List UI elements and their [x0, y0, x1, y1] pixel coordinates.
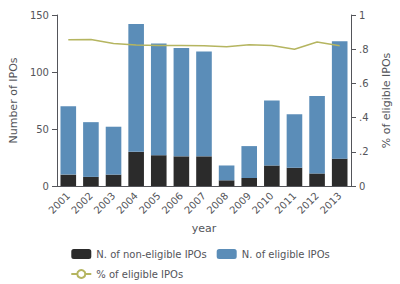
svg-text:N. of non-eligible IPOs: N. of non-eligible IPOs [96, 249, 206, 260]
svg-text:2013: 2013 [318, 190, 344, 216]
svg-text:.4: .4 [359, 112, 369, 123]
svg-text:Number of IPOs: Number of IPOs [7, 57, 20, 143]
svg-text:.6: .6 [359, 78, 369, 89]
svg-text:2004: 2004 [114, 190, 140, 216]
svg-text:2002: 2002 [69, 190, 95, 216]
svg-text:2010: 2010 [250, 190, 276, 216]
svg-text:0: 0 [43, 181, 49, 192]
svg-text:150: 150 [30, 10, 49, 21]
svg-text:2001: 2001 [46, 190, 72, 216]
svg-text:2007: 2007 [182, 190, 208, 216]
svg-text:% of eligible IPOs: % of eligible IPOs [380, 52, 393, 148]
svg-text:2006: 2006 [160, 190, 186, 216]
svg-text:100: 100 [30, 67, 49, 78]
svg-text:% of eligible IPOs: % of eligible IPOs [96, 269, 183, 280]
svg-text:2008: 2008 [205, 190, 231, 216]
svg-text:.8: .8 [359, 44, 369, 55]
svg-text:0: 0 [359, 181, 365, 192]
svg-text:2005: 2005 [137, 190, 163, 216]
svg-text:1: 1 [359, 10, 365, 21]
svg-text:2011: 2011 [273, 190, 299, 216]
svg-text:2003: 2003 [92, 190, 118, 216]
svg-text:2012: 2012 [295, 190, 321, 216]
svg-text:50: 50 [36, 124, 49, 135]
svg-text:.2: .2 [359, 146, 369, 157]
svg-text:year: year [192, 222, 217, 235]
svg-text:N. of eligible IPOs: N. of eligible IPOs [242, 249, 330, 260]
svg-text:2009: 2009 [227, 190, 253, 216]
